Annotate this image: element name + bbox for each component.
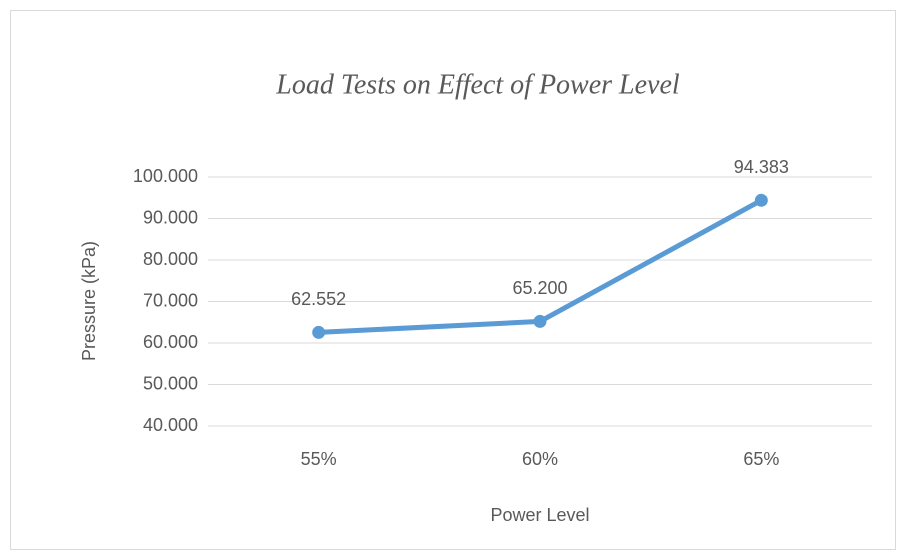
marker	[312, 325, 326, 339]
chart-title: Load Tests on Effect of Power Level	[275, 69, 680, 100]
x-tick-label: 65%	[743, 449, 779, 469]
y-tick-label: 70.000	[143, 290, 198, 310]
x-tick-label: 55%	[301, 449, 337, 469]
data-label: 94.383	[734, 157, 789, 177]
y-tick-label: 100.000	[133, 166, 198, 186]
x-tick-label: 60%	[522, 449, 558, 469]
data-label: 62.552	[291, 289, 346, 309]
y-axis-label: Pressure (kPa)	[79, 241, 99, 361]
marker	[754, 193, 768, 207]
y-tick-label: 50.000	[143, 373, 198, 393]
x-axis-label: Power Level	[490, 505, 589, 525]
y-tick-label: 90.000	[143, 207, 198, 227]
chart-border	[10, 10, 896, 550]
data-label: 65.200	[512, 278, 567, 298]
y-tick-label: 40.000	[143, 415, 198, 435]
y-tick-label: 60.000	[143, 332, 198, 352]
y-tick-label: 80.000	[143, 249, 198, 269]
marker	[533, 314, 547, 328]
